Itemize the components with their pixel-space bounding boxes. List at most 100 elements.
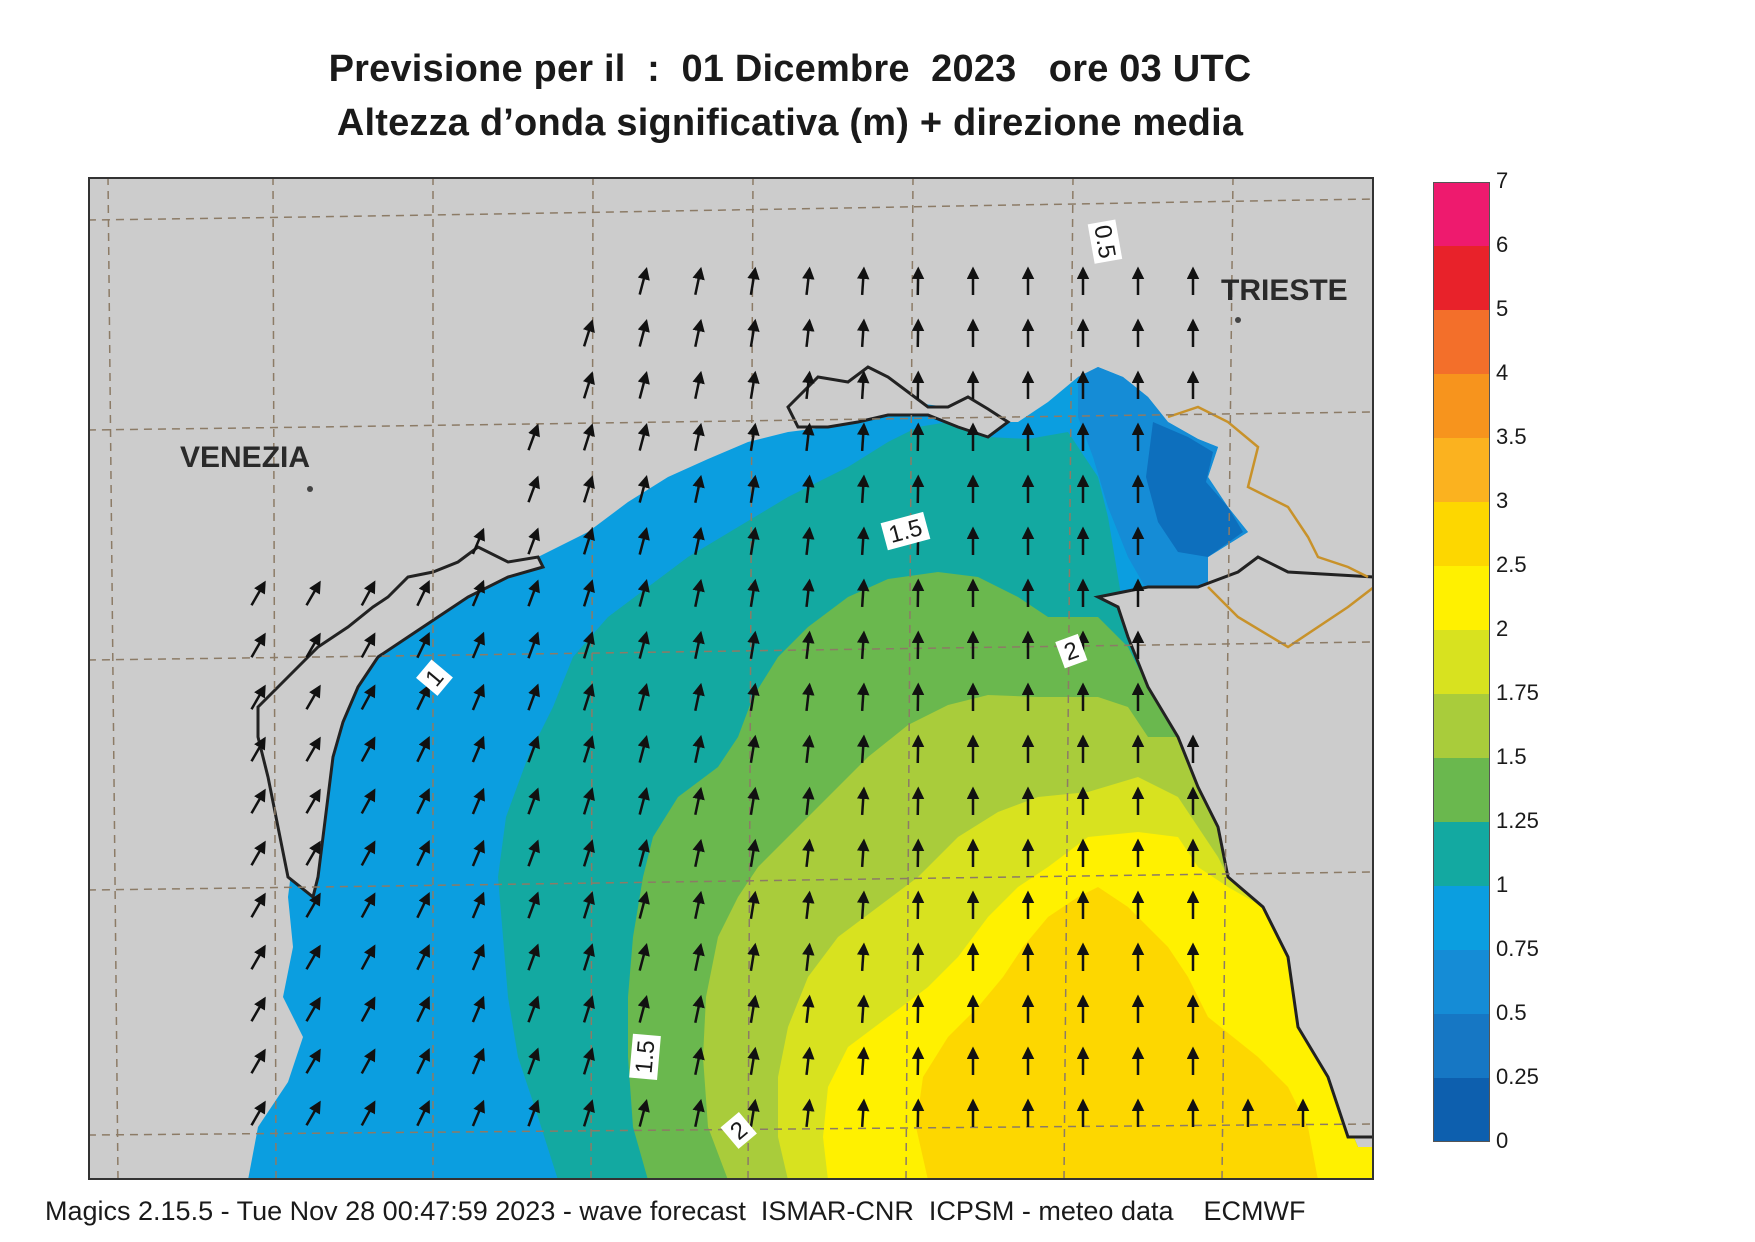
direction-arrow (471, 891, 485, 919)
direction-arrow (692, 942, 705, 971)
direction-arrow (856, 370, 870, 400)
direction-arrow (692, 1098, 705, 1127)
direction-arrow (527, 527, 540, 555)
direction-arrow (856, 1046, 870, 1076)
direction-arrow (747, 526, 760, 556)
direction-arrow (637, 943, 650, 971)
direction-arrow (471, 579, 485, 607)
direction-arrow (637, 631, 650, 659)
direction-arrow (637, 579, 650, 607)
direction-arrow (747, 838, 760, 868)
legend-tick-label: 3 (1496, 488, 1509, 513)
direction-arrow (747, 1046, 760, 1076)
direction-arrow (416, 788, 430, 815)
direction-arrow (582, 839, 595, 867)
direction-arrow (637, 995, 650, 1023)
direction-arrow (747, 994, 760, 1024)
direction-arrow (527, 631, 540, 659)
direction-arrow (582, 787, 595, 815)
direction-arrow (305, 684, 321, 710)
zone-3m (916, 887, 1318, 1180)
direction-arrow (250, 1048, 266, 1074)
direction-arrow (416, 736, 430, 763)
wave-height-map: 0.5 1.5 2 1 1.5 2 VENEZIA TRIESTE (88, 177, 1374, 1180)
direction-arrow (305, 788, 321, 814)
trieste-marker (1235, 317, 1241, 323)
direction-arrow (305, 580, 321, 606)
direction-arrow (692, 318, 705, 347)
direction-arrow (527, 423, 540, 451)
legend-band (1433, 630, 1490, 695)
direction-arrow (692, 578, 705, 607)
legend-tick-label: 2 (1496, 616, 1509, 641)
legend-band (1433, 566, 1490, 631)
contour-label-2-east: 2 (1055, 633, 1088, 669)
direction-arrow (856, 526, 870, 556)
direction-arrow (360, 1100, 376, 1127)
legend-tick-label: 2.5 (1496, 552, 1527, 577)
direction-arrow (582, 683, 595, 711)
direction-arrow (582, 631, 595, 659)
direction-arrow (856, 838, 870, 868)
legend-tick-label: 0 (1496, 1128, 1509, 1153)
direction-arrow (250, 736, 266, 762)
direction-arrow (637, 891, 650, 919)
direction-arrow (471, 683, 485, 711)
direction-arrow (692, 838, 705, 867)
direction-arrow (305, 892, 321, 918)
legend-tick-label: 1.25 (1496, 808, 1539, 833)
direction-arrow (856, 474, 870, 504)
direction-arrow (747, 682, 760, 712)
direction-arrow (802, 266, 815, 296)
direction-arrow (416, 996, 430, 1023)
direction-arrow (692, 526, 705, 555)
direction-arrow (637, 319, 650, 347)
svg-text:1.5: 1.5 (631, 1039, 661, 1075)
direction-arrow (747, 266, 760, 296)
istria-border (1167, 405, 1374, 649)
direction-arrow (527, 1099, 540, 1127)
svg-text:0.5: 0.5 (1088, 223, 1120, 261)
legend-band (1433, 886, 1490, 951)
direction-arrow (856, 630, 870, 660)
footer-credits: Magics 2.15.5 - Tue Nov 28 00:47:59 2023… (45, 1196, 1306, 1226)
direction-arrow (692, 474, 705, 503)
direction-arrow (416, 1100, 430, 1127)
legend-band (1433, 822, 1490, 887)
legend-tick-label: 1 (1496, 872, 1509, 897)
direction-arrow (582, 579, 595, 607)
legend-tick-label: 0.75 (1496, 936, 1539, 961)
direction-arrow (471, 735, 485, 763)
direction-arrow (416, 892, 430, 919)
direction-arrow (692, 734, 705, 763)
direction-arrow (250, 944, 266, 970)
legend-band (1433, 950, 1490, 1015)
direction-arrow (527, 579, 540, 607)
direction-arrow (416, 684, 430, 711)
direction-arrow (802, 526, 815, 556)
direction-arrow (360, 892, 376, 919)
direction-arrow (802, 682, 815, 712)
direction-arrow (856, 266, 870, 296)
direction-arrow (582, 1047, 595, 1075)
direction-arrow (747, 578, 760, 608)
direction-arrow (802, 786, 815, 816)
direction-arrow (360, 1048, 376, 1075)
direction-arrow (527, 735, 540, 763)
direction-arrow (527, 995, 540, 1023)
direction-arrow (250, 892, 266, 918)
direction-arrow (471, 943, 485, 971)
direction-arrow (582, 943, 595, 971)
direction-arrow (582, 371, 595, 399)
direction-arrow (802, 890, 815, 920)
direction-arrow (250, 580, 266, 606)
direction-arrow (856, 578, 870, 608)
direction-arrow (416, 1048, 430, 1075)
direction-arrow (527, 1047, 540, 1075)
direction-arrow (856, 890, 870, 920)
direction-arrow (471, 787, 485, 815)
legend-tick-label: 1.5 (1496, 744, 1527, 769)
direction-arrow (250, 788, 266, 814)
color-scale-legend (1433, 182, 1490, 1142)
legend-band (1433, 1078, 1490, 1142)
